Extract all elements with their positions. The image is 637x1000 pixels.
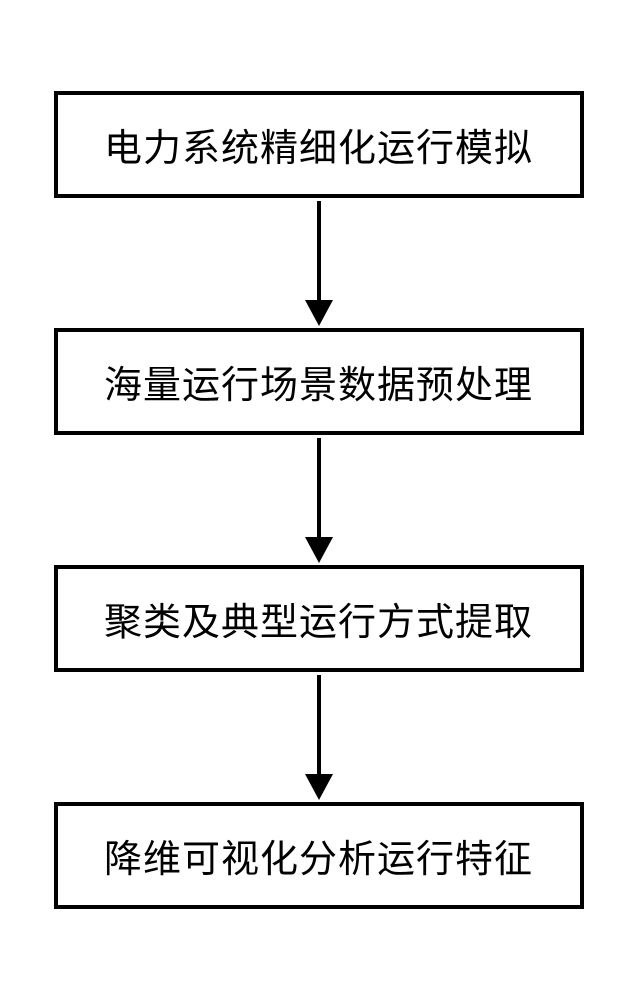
flowchart-arrow-1 bbox=[305, 198, 333, 328]
flowchart-node-4: 降维可视化分析运行特征 bbox=[54, 802, 584, 909]
arrow-line-icon bbox=[317, 201, 321, 301]
flowchart-node-1: 电力系统精细化运行模拟 bbox=[54, 91, 584, 198]
arrow-line-icon bbox=[317, 438, 321, 538]
flowchart-container: 电力系统精细化运行模拟 海量运行场景数据预处理 聚类及典型运行方式提取 降维可视… bbox=[40, 91, 597, 909]
flowchart-node-3: 聚类及典型运行方式提取 bbox=[54, 565, 584, 672]
node-label: 降维可视化分析运行特征 bbox=[104, 828, 533, 883]
flowchart-node-2: 海量运行场景数据预处理 bbox=[54, 328, 584, 435]
arrow-head-icon bbox=[305, 537, 333, 563]
node-label: 海量运行场景数据预处理 bbox=[104, 354, 533, 409]
node-label: 电力系统精细化运行模拟 bbox=[104, 117, 533, 172]
arrow-line-icon bbox=[317, 675, 321, 775]
flowchart-arrow-3 bbox=[305, 672, 333, 802]
arrow-head-icon bbox=[305, 774, 333, 800]
node-label: 聚类及典型运行方式提取 bbox=[104, 591, 533, 646]
flowchart-arrow-2 bbox=[305, 435, 333, 565]
arrow-head-icon bbox=[305, 300, 333, 326]
